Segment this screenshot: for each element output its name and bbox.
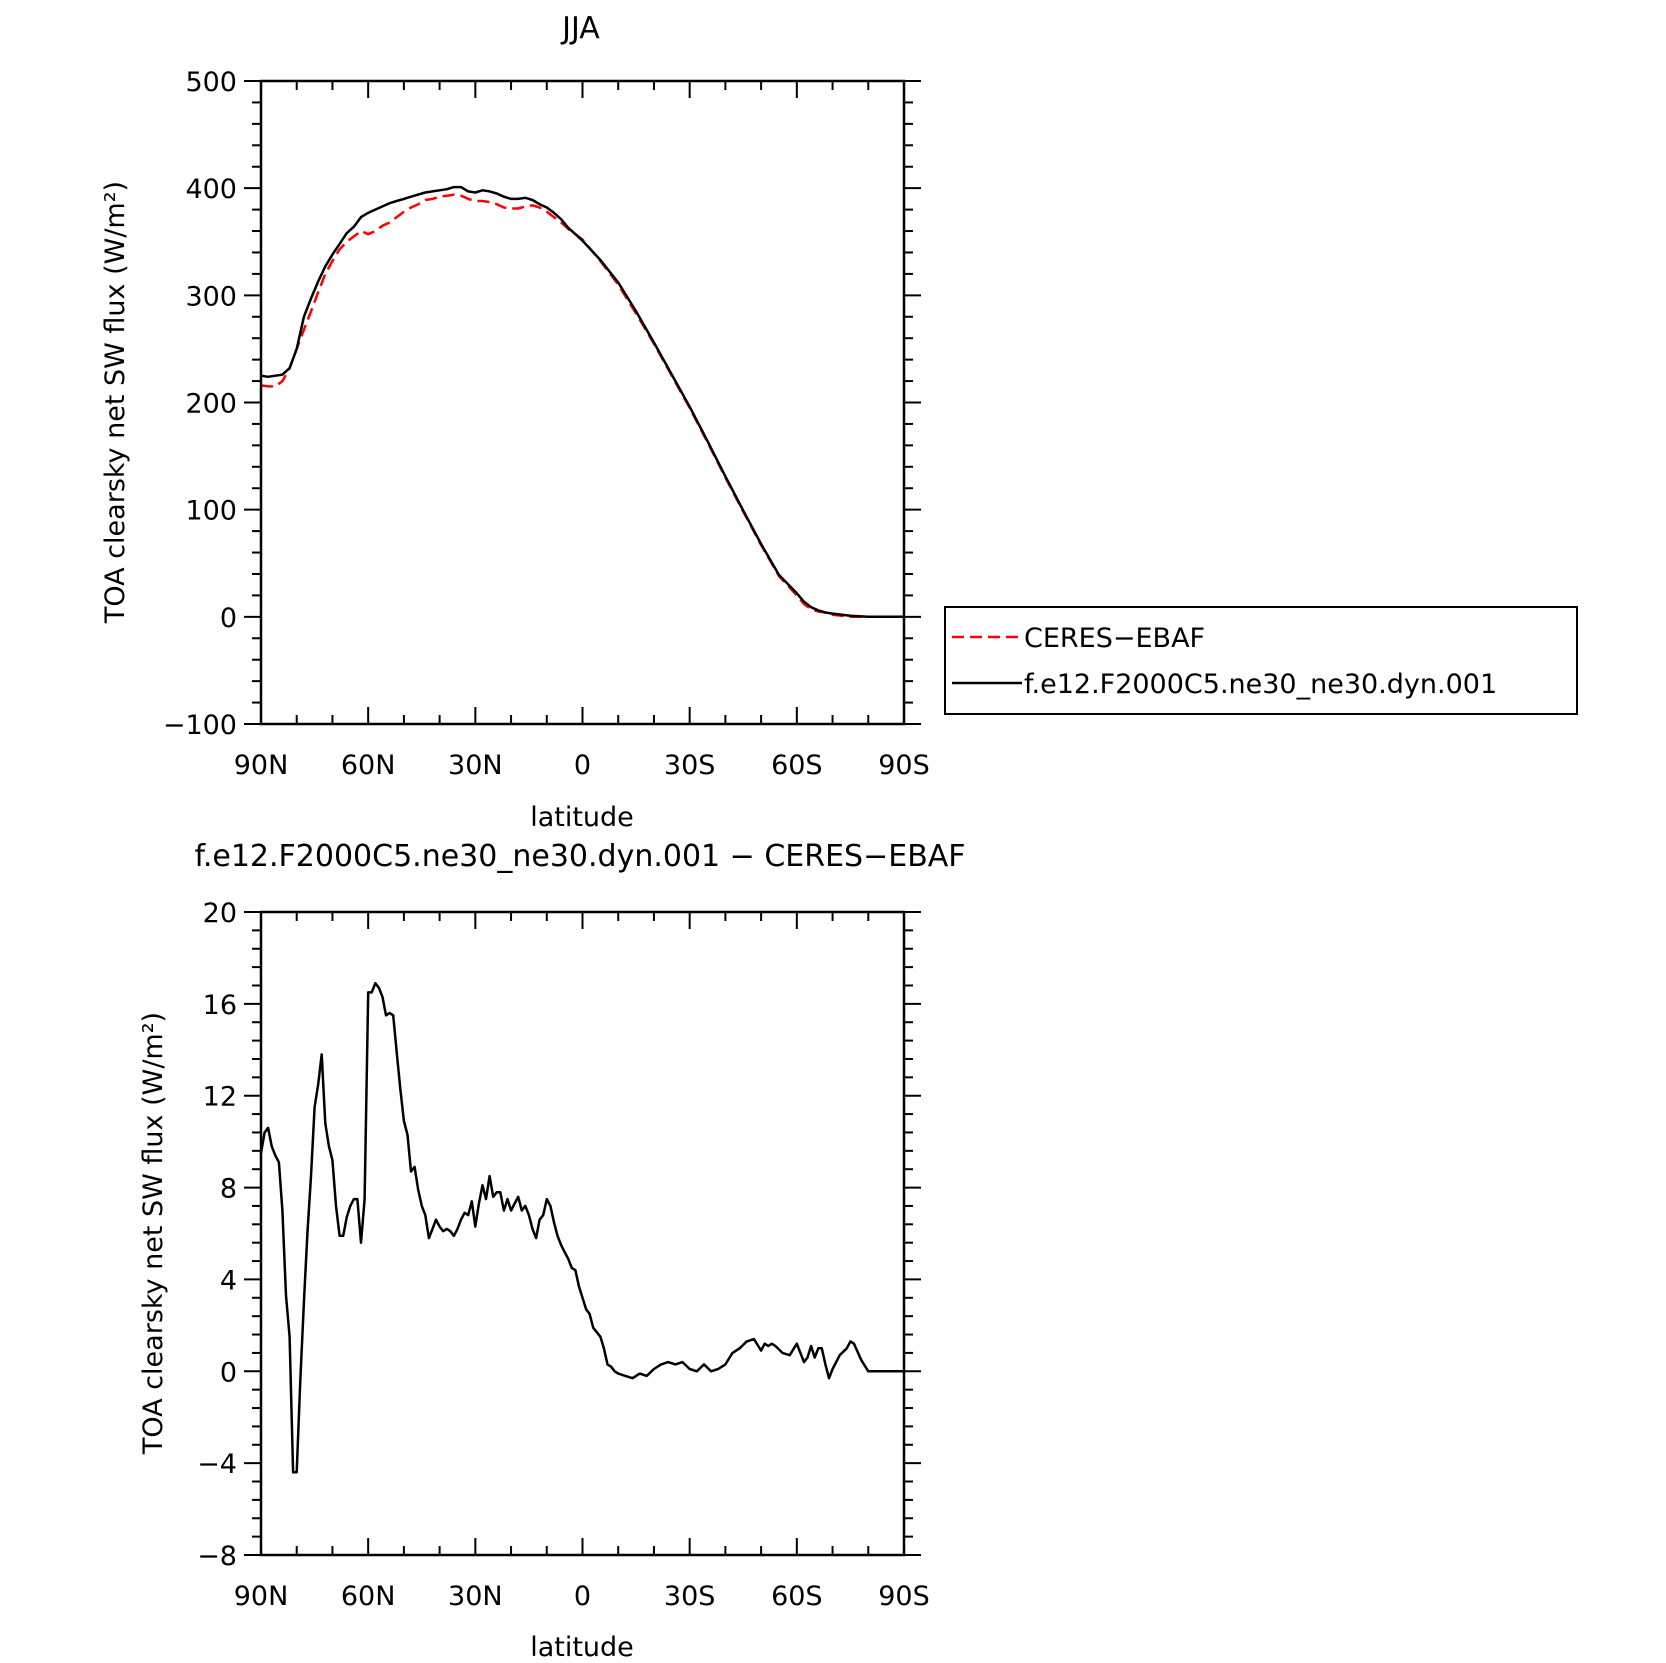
top-y-tick-label: 0 — [220, 603, 237, 634]
top-x-tick-label: 30N — [448, 750, 503, 781]
top-x-tick-label: 60N — [341, 750, 396, 781]
bottom-x-tick-label: 0 — [574, 1581, 591, 1612]
top-series-line-1 — [260, 185, 904, 619]
bottom-panel: f.e12.F2000C5.ne30_ne30.dyn.001 − CERES−… — [138, 839, 966, 1663]
top-plot-frame — [259, 79, 906, 726]
top-plot-title: JJA — [560, 11, 600, 46]
top-x-tick-label: 90N — [234, 750, 289, 781]
legend-box — [944, 606, 1578, 715]
legend-label-ceres: CERES−EBAF — [1024, 623, 1205, 654]
legend-entry-model: f.e12.F2000C5.ne30_ne30.dyn.001 — [952, 669, 1497, 700]
bottom-x-tick-label: 90N — [234, 1581, 289, 1612]
bottom-axis-ticks — [244, 911, 921, 1556]
bottom-plot-frame — [259, 910, 906, 1557]
bottom-y-axis-label: TOA clearsky net SW flux (W/m²) — [138, 1012, 169, 1455]
top-panel: JJA 90N 60N 30N 0 30S 60S 90S −100 0 100 200 300 400… — [100, 11, 1578, 833]
bottom-x-tick-label: 30N — [448, 1581, 503, 1612]
top-y-tick-label: 400 — [185, 174, 237, 205]
legend-entry-ceres: CERES−EBAF — [952, 623, 1205, 654]
top-x-tick-label: 90S — [878, 750, 930, 781]
top-y-tick-label: 300 — [185, 281, 237, 312]
bottom-y-tick-label: 20 — [203, 898, 237, 929]
bottom-y-tick-label: −8 — [197, 1541, 237, 1572]
bottom-tick-labels: 90N 60N 30N 0 30S 60S 90S −8 −4 0 4 8 12 16 20 — [197, 898, 930, 1612]
bottom-x-tick-label: 90S — [878, 1581, 930, 1612]
top-x-tick-label: 30S — [664, 750, 716, 781]
legend-label-model: f.e12.F2000C5.ne30_ne30.dyn.001 — [1024, 669, 1497, 700]
bottom-y-tick-label: 12 — [203, 1082, 237, 1113]
top-x-tick-label: 60S — [771, 750, 823, 781]
bottom-x-tick-label: 60S — [771, 1581, 823, 1612]
bottom-series-layer — [259, 981, 904, 1474]
bottom-y-tick-label: 4 — [220, 1265, 237, 1296]
bottom-y-tick-label: −4 — [197, 1449, 237, 1480]
bottom-x-axis-label: latitude — [530, 1632, 634, 1663]
top-x-tick-label: 0 — [574, 750, 591, 781]
bottom-y-tick-label: 8 — [220, 1174, 237, 1205]
top-series-line-0 — [260, 193, 904, 619]
bottom-y-tick-label: 16 — [203, 990, 237, 1021]
legend: CERES−EBAF f.e12.F2000C5.ne30_ne30.dyn.0… — [944, 606, 1578, 715]
top-y-tick-label: −100 — [163, 710, 237, 741]
top-y-tick-label: 200 — [185, 389, 237, 420]
bottom-x-tick-label: 30S — [664, 1581, 716, 1612]
bottom-plot-title: f.e12.F2000C5.ne30_ne30.dyn.001 − CERES−… — [194, 839, 965, 874]
top-axis-ticks — [244, 80, 921, 725]
bottom-y-tick-label: 0 — [220, 1357, 237, 1388]
bottom-x-tick-label: 60N — [341, 1581, 396, 1612]
top-y-tick-label: 500 — [185, 67, 237, 98]
top-x-axis-label: latitude — [530, 802, 634, 833]
bottom-series-line-0 — [259, 981, 904, 1474]
top-series-layer — [260, 185, 904, 619]
top-y-tick-label: 100 — [185, 496, 237, 527]
top-tick-labels: 90N 60N 30N 0 30S 60S 90S −100 0 100 200 300 400 500 — [163, 67, 930, 781]
top-y-axis-label: TOA clearsky net SW flux (W/m²) — [100, 181, 131, 624]
